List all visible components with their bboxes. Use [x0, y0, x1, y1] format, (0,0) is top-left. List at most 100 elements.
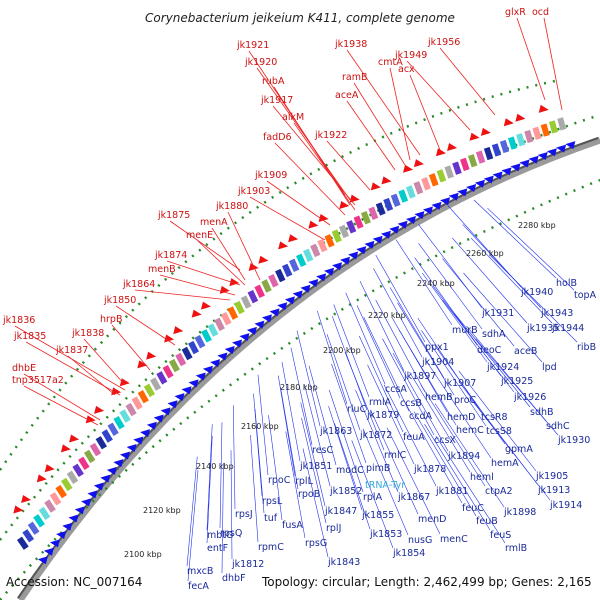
- forward-gene-arrow: [146, 351, 157, 360]
- leader-line: [301, 417, 327, 524]
- gene-label: feuA: [403, 432, 425, 443]
- forward-gene-arrow: [413, 159, 424, 168]
- leader-line: [462, 224, 542, 309]
- composition-block: [436, 169, 447, 183]
- gene-label: jk1914: [549, 500, 582, 511]
- forward-gene-arrow: [349, 194, 360, 203]
- gene-label: feuS: [490, 530, 511, 541]
- label-leader-lines: [14, 17, 578, 582]
- forward-gene-arrow: [229, 278, 240, 287]
- gene-label: feuB: [476, 516, 498, 527]
- kbp-tick-label: 2200 kbp: [323, 346, 361, 355]
- gene-label: jk1907: [443, 378, 476, 389]
- gene-label: jk1875: [157, 210, 190, 221]
- leader-line: [452, 237, 528, 324]
- composition-block: [475, 150, 486, 164]
- gene-label: menE: [186, 230, 213, 241]
- gene-label: jk1938: [334, 39, 367, 50]
- reverse-gene-arrow: [405, 215, 416, 224]
- gene-label: jk1843: [327, 557, 360, 568]
- forward-gene-arrow: [480, 127, 491, 136]
- gene-label: fadD6: [263, 132, 292, 143]
- leader-line: [395, 239, 453, 326]
- leader-line: [274, 142, 346, 216]
- gene-label: holB: [556, 278, 577, 289]
- composition-block: [27, 521, 40, 535]
- forward-gene-arrow: [60, 444, 71, 453]
- gene-label: resC: [312, 445, 333, 456]
- composition-block: [360, 211, 371, 225]
- kbp-tick-label: 2120 kbp: [143, 506, 181, 515]
- leader-line: [280, 387, 299, 490]
- leader-line: [363, 316, 410, 412]
- gene-label: jk1878: [413, 464, 446, 475]
- reverse-gene-arrow: [239, 333, 250, 342]
- leader-line: [111, 324, 151, 371]
- leader-line: [308, 365, 337, 466]
- composition-block: [168, 358, 180, 373]
- leader-line: [346, 100, 396, 171]
- leader-line: [370, 409, 419, 515]
- gene-label: jk1864: [122, 279, 155, 290]
- reverse-gene-arrow: [37, 556, 48, 565]
- forward-gene-arrow: [94, 405, 105, 414]
- composition-block: [240, 295, 252, 309]
- composition-block: [234, 300, 245, 315]
- leader-line: [296, 330, 321, 427]
- forward-gene-arrow: [538, 104, 549, 113]
- forward-gene-arrow: [381, 176, 392, 185]
- composition-block: [156, 371, 168, 385]
- gene-label: ccsX: [434, 435, 456, 446]
- gene-label: proC: [454, 395, 477, 406]
- reverse-gene-arrow: [440, 197, 451, 206]
- reverse-gene-arrow: [519, 159, 530, 168]
- reverse-gene-arrow: [93, 482, 104, 491]
- gene-label: hemA: [491, 458, 519, 469]
- forward-gene-arrow: [308, 220, 319, 229]
- reverse-gene-arrow: [188, 379, 199, 388]
- leader-line: [186, 456, 198, 567]
- leader-line: [302, 448, 329, 558]
- composition-block: [516, 133, 526, 147]
- leader-line: [331, 363, 367, 464]
- gene-label: jk1880: [215, 201, 248, 212]
- gene-label: ramB: [342, 72, 368, 83]
- composition-block: [95, 436, 107, 450]
- composition-block: [44, 499, 56, 513]
- composition-block: [78, 456, 90, 471]
- gene-label: jk1921: [236, 40, 269, 51]
- gene-label: glxR: [505, 7, 526, 18]
- reverse-gene-arrow: [364, 240, 375, 249]
- gene-label: jk1944: [551, 323, 584, 334]
- gene-label: rpsQ: [220, 528, 242, 539]
- reverse-gene-arrow: [483, 175, 494, 184]
- gene-label: hemB: [425, 392, 453, 403]
- leader-line: [422, 272, 488, 363]
- composition-block: [444, 165, 454, 179]
- leader-line: [362, 428, 409, 536]
- reverse-gene-arrow: [501, 167, 512, 176]
- gene-label: mxcB: [187, 566, 213, 577]
- forward-gene-arrow: [515, 113, 526, 122]
- reverse-gene-arrow: [224, 345, 235, 354]
- composition-block: [268, 274, 279, 288]
- forward-gene-arrow: [21, 495, 32, 504]
- composition-block: [22, 529, 35, 543]
- composition-block: [281, 263, 293, 278]
- forward-gene-arrow: [44, 464, 55, 473]
- forward-gene-arrow: [200, 301, 211, 310]
- map-title: Corynebacterium jeikeium K411, complete …: [145, 11, 455, 25]
- gene-label: tcsS8: [486, 426, 512, 437]
- composition-block: [254, 284, 265, 299]
- reverse-gene-arrow: [202, 365, 213, 374]
- kbp-tick-label: 2140 kbp: [196, 462, 234, 471]
- composition-block: [214, 317, 225, 332]
- reverse-gene-arrow: [181, 386, 192, 395]
- reverse-gene-arrow: [340, 256, 351, 265]
- composition-block: [383, 197, 394, 212]
- leader-line: [409, 371, 471, 473]
- reverse-gene-arrow: [210, 359, 221, 368]
- composition-block: [288, 258, 300, 273]
- composition-block: [66, 470, 79, 485]
- reverse-gene-arrow: [332, 262, 343, 271]
